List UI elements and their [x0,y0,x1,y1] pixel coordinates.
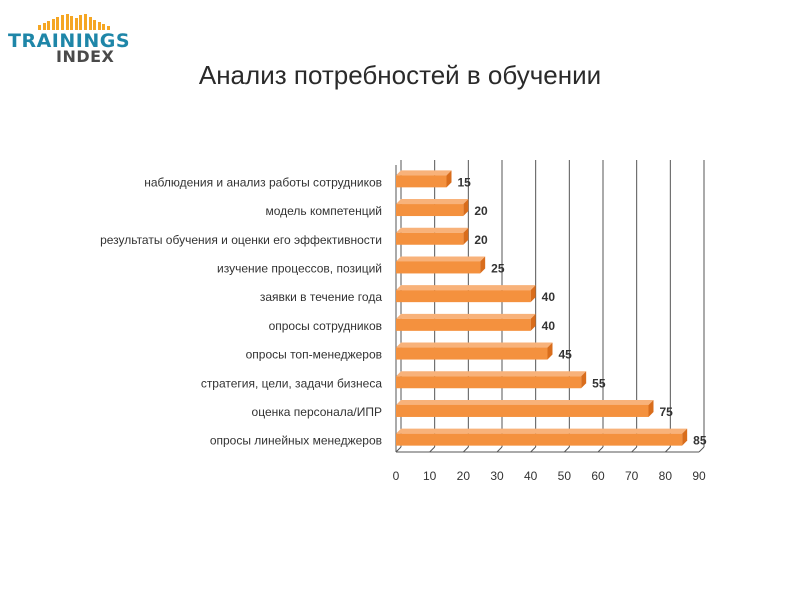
bar-end [463,227,469,245]
x-tick-label: 30 [490,469,504,483]
bar-end [581,371,587,389]
logo-bar [97,22,101,30]
bar-value-label: 85 [693,434,707,448]
category-label: опросы топ-менеджеров [246,348,382,362]
logo-bar [107,26,110,30]
bar-end [480,256,486,274]
bar [396,404,649,417]
logo-bar [84,14,87,30]
bar [396,347,548,360]
x-tick-label: 0 [393,469,400,483]
bar-end [547,342,553,360]
bar-top [396,399,654,405]
category-label: опросы линейных менеджеров [210,434,382,448]
gridline-foot [530,446,537,453]
logo-bar [79,15,83,30]
bar-top [396,428,688,434]
bar-value-label: 75 [660,405,674,419]
x-tick-label: 10 [423,469,437,483]
bar [396,204,464,217]
logo-bar [61,15,64,30]
category-label: модель компетенций [265,204,382,218]
logo-text-index: INDEX [56,47,115,66]
bar [396,376,582,389]
bar-value-label: 20 [474,233,488,247]
category-label: стратегия, цели, задачи бизнеса [201,376,383,390]
bar-top [396,227,469,233]
bar-end [530,313,536,331]
bar [396,232,464,245]
x-tick-label: 20 [457,469,471,483]
bar [396,433,683,446]
bar-value-label: 55 [592,376,606,390]
gridline-foot [462,446,469,453]
logo-bar [74,18,78,30]
bar [396,318,531,331]
x-tick-label: 40 [524,469,538,483]
gridline-foot [664,446,671,453]
bar-value-label: 40 [542,290,556,304]
bar-value-label: 25 [491,261,505,275]
bar-end [682,428,688,446]
bar-top [396,313,536,319]
bar-top [396,371,587,377]
bar-end [530,285,536,303]
bar-top [396,170,452,176]
bar-value-label: 15 [458,175,472,189]
logo-bar [56,17,60,30]
gridline-foot [496,446,503,453]
x-tick-label: 60 [591,469,605,483]
category-label: наблюдения и анализ работы сотрудников [144,175,382,189]
category-label: изучение процессов, позиций [217,261,382,275]
bar-value-label: 45 [559,348,573,362]
category-label: заявки в течение года [260,290,382,304]
logo-bars-icon [38,14,112,30]
bar [396,175,447,188]
bar-value-label: 40 [542,319,556,333]
gridline-foot [597,446,604,453]
logo-bar [51,19,55,30]
logo-bar [38,25,41,30]
logo-bar [42,23,46,30]
trainings-index-logo: TRAININGS INDEX [8,10,138,65]
logo-bar [93,20,97,30]
logo-bar [70,16,74,30]
bar [396,290,531,303]
bar-value-label: 20 [474,204,488,218]
bar [396,261,481,274]
x-tick-label: 80 [659,469,673,483]
gridline-foot [631,446,638,453]
gridline-foot [563,446,570,453]
x-tick-label: 70 [625,469,639,483]
logo-bar [102,24,106,30]
logo-bar [65,14,69,30]
bar-top [396,342,553,348]
logo-text-trainings: TRAININGS [8,30,131,52]
bar-top [396,256,486,262]
bar-end [446,170,452,188]
bar-end [648,399,654,417]
logo-bar [47,21,51,30]
gridline-foot [698,446,705,453]
category-label: оценка персонала/ИПР [252,405,382,419]
bar-top [396,285,536,291]
category-label: опросы сотрудников [269,319,382,333]
logo-bar [88,17,92,30]
bar-top [396,199,469,205]
gridline-foot [395,446,402,453]
x-tick-label: 90 [692,469,706,483]
gridline-foot [429,446,436,453]
bar-end [463,199,469,217]
page-title: Анализ потребностей в обучении [198,60,602,90]
category-label: результаты обучения и оценки его эффекти… [100,233,382,247]
x-tick-label: 50 [558,469,572,483]
